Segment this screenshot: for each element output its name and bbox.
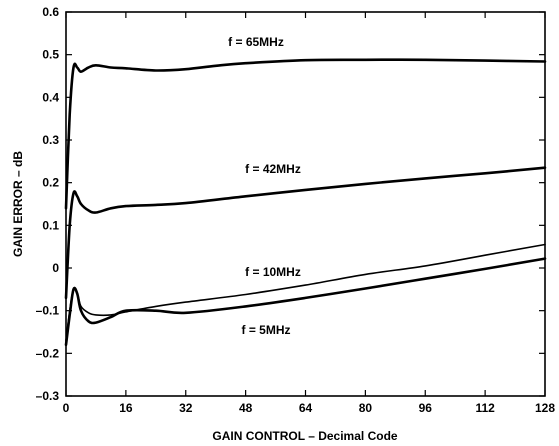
curve-line [65, 243, 546, 342]
y-axis-title: GAIN ERROR – dB [11, 151, 25, 257]
curve-label: f = 10MHz [245, 265, 301, 279]
x-tick-label: 112 [475, 401, 495, 415]
curve-line [64, 166, 547, 300]
y-tick-label: 0.2 [42, 176, 59, 190]
x-ticks: 0 16 32 48 64 80 96 112 128 [63, 12, 555, 415]
curve-line [64, 257, 547, 347]
curve-label: f = 65MHz [228, 35, 284, 49]
x-tick-label: 16 [119, 401, 133, 415]
y-tick-label: 0.1 [42, 218, 59, 232]
curve-label-background [237, 264, 309, 280]
y-tick-label: 0 [52, 261, 59, 275]
x-tick-label: 128 [535, 401, 555, 415]
y-tick-label: –0.3 [36, 389, 60, 403]
curve-label-background [220, 34, 292, 50]
curve-label: f = 5MHz [241, 323, 290, 337]
curve-label: f = 42MHz [245, 162, 301, 176]
curves [64, 58, 547, 347]
x-tick-label: 64 [299, 401, 313, 415]
y-tick-label: –0.2 [36, 346, 60, 360]
x-tick-label: 48 [239, 401, 253, 415]
x-tick-label: 0 [63, 401, 70, 415]
curve-line [64, 58, 547, 210]
y-tick-label: 0.3 [42, 133, 59, 147]
y-tick-label: 0.6 [42, 5, 59, 19]
x-tick-label: 80 [359, 401, 373, 415]
y-ticks: –0.3 –0.2 –0.1 0 0.1 0.2 0.3 0.4 0.5 0.6 [36, 5, 545, 403]
x-tick-label: 32 [179, 401, 193, 415]
y-tick-label: 0.4 [42, 90, 59, 104]
curve-labels: f = 65MHz f = 42MHz f = 10MHz f = 5MHz [220, 34, 309, 338]
x-tick-label: 96 [419, 401, 433, 415]
y-tick-label: 0.5 [42, 48, 59, 62]
curve-label-background [234, 322, 298, 338]
y-tick-label: –0.1 [36, 304, 60, 318]
x-axis-title: GAIN CONTROL – Decimal Code [212, 429, 397, 443]
curve-label-background [237, 161, 309, 177]
